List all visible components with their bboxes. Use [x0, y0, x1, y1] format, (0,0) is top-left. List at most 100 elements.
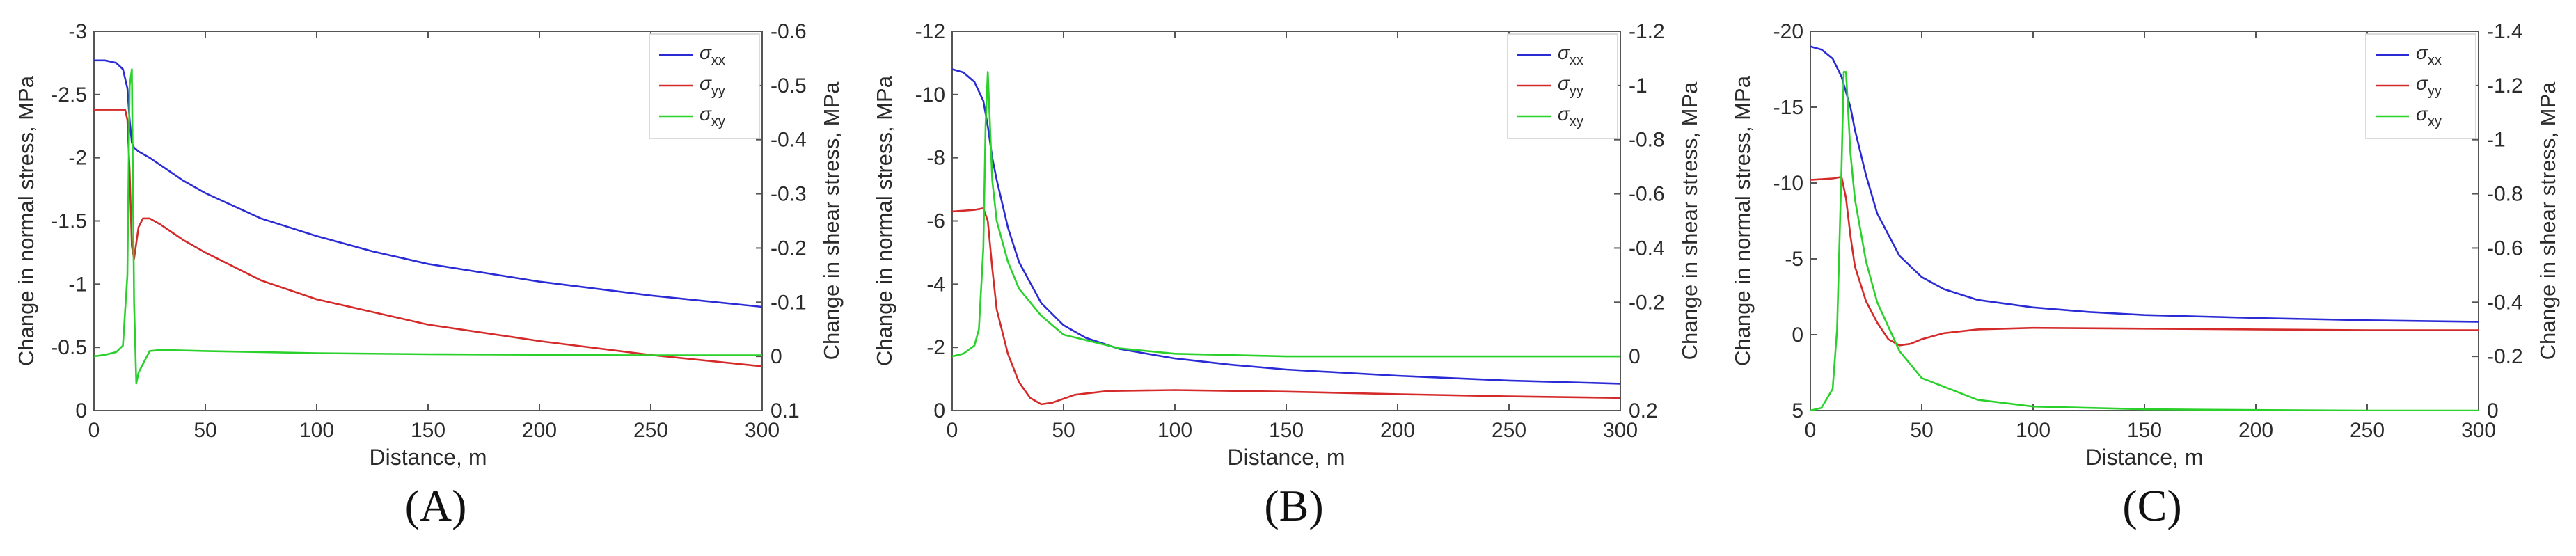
panel-label: (A) [404, 481, 467, 530]
x-tick-label: 50 [193, 419, 216, 442]
y-right-tick-label: -0.2 [771, 237, 807, 260]
x-tick-label: 50 [1910, 419, 1933, 442]
series-line [952, 68, 1620, 385]
y-right-tick-label: -0.4 [2487, 291, 2523, 314]
y-right-tick-label: -0.4 [1629, 237, 1665, 260]
x-tick-label: 0 [88, 419, 100, 442]
y-right-axis-label: Change in shear stress, MPa [1677, 81, 1702, 360]
legend-entry: σyy [2416, 72, 2442, 99]
chart-a: 0 50 100 150 200 250 300 -3 -2.5 -2 -1.5 -1 -0.5 0 -0.… [14, 20, 844, 470]
x-tick-label: 300 [2461, 419, 2496, 442]
y-left-tick-label: -6 [926, 210, 945, 233]
y-left-tick-label: -2.5 [51, 84, 87, 106]
legend-entry: σyy [700, 72, 725, 99]
y-right-tick-label: -0.6 [771, 20, 807, 43]
legend-entry: σxx [1558, 42, 1583, 68]
series-line [1810, 71, 2479, 411]
series-line [952, 71, 1620, 358]
y-left-tick-label: 0 [933, 399, 945, 422]
y-right-tick-label: -0.6 [2487, 237, 2523, 260]
y-left-tick-label: -5 [1785, 248, 1803, 271]
y-right-tick-label: -0.8 [1629, 129, 1665, 152]
legend: σxx σyy σxy [1507, 33, 1618, 139]
legend-entry: σxx [2416, 42, 2442, 68]
y-left-tick-label: 5 [1792, 399, 1803, 422]
y-right-tick-label: -1.2 [1629, 20, 1665, 43]
x-tick-label: 100 [2016, 419, 2050, 442]
legend-box [649, 33, 760, 139]
panel-b: 0 50 100 150 200 250 300 -12 -10 -8 -6 -4 -2 0 -1.2 -1 -… [858, 0, 1716, 556]
y-right-tick-label: -1 [1629, 74, 1647, 97]
legend: σxx σyy σxy [2365, 33, 2476, 139]
y-left-tick-label: -2 [926, 336, 945, 359]
x-tick-label: 100 [299, 419, 334, 442]
y-right-tick-label: -0.3 [771, 183, 807, 206]
y-left-tick-label: 0 [75, 399, 87, 422]
y-right-tick-label: 0 [2487, 399, 2499, 422]
y-right-tick-label: -0.2 [1629, 291, 1665, 314]
x-tick-label: 0 [947, 419, 958, 442]
series-line [952, 207, 1620, 406]
legend: σxx σyy σxy [649, 33, 760, 139]
y-left-tick-label: -10 [1773, 172, 1803, 195]
y-left-axis-label: Change in normal stress, MPa [1730, 75, 1755, 366]
x-tick-label: 250 [1492, 419, 1526, 442]
series-line [94, 68, 762, 385]
x-tick-label: 250 [2350, 419, 2385, 442]
y-left-tick-label: -20 [1773, 20, 1803, 43]
y-left-tick-label: -1.5 [51, 210, 87, 233]
panel-a: 0 50 100 150 200 250 300 -3 -2.5 -2 -1.5 -1 -0.5 0 -0.… [0, 0, 858, 556]
legend-entry: σxy [2416, 103, 2442, 129]
y-right-tick-label: -1.4 [2487, 20, 2523, 43]
legend-entry: σxy [700, 103, 725, 129]
series-line [1810, 45, 2479, 323]
x-tick-label: 200 [2238, 419, 2273, 442]
legend-entry: σxx [700, 42, 725, 68]
y-right-tick-label: -0.4 [771, 129, 807, 152]
x-tick-label: 300 [745, 419, 780, 442]
y-left-tick-label: -15 [1773, 96, 1803, 119]
y-right-tick-label: -0.5 [771, 74, 807, 97]
x-tick-label: 150 [411, 419, 445, 442]
legend-entry: σxy [1558, 103, 1583, 129]
y-right-tick-label: -0.6 [1629, 183, 1665, 206]
y-left-axis-label: Change in normal stress, MPa [872, 75, 896, 366]
y-left-tick-label: -10 [915, 84, 945, 106]
y-left-tick-label: -4 [926, 273, 945, 296]
y-right-tick-label: 0.2 [1629, 399, 1658, 422]
y-right-tick-label: -1.2 [2487, 74, 2523, 97]
panel-label: (C) [2122, 481, 2182, 530]
x-tick-label: 250 [633, 419, 668, 442]
y-right-tick-label: 0 [1629, 345, 1641, 368]
x-tick-label: 150 [2127, 419, 2162, 442]
x-tick-label: 0 [1805, 419, 1817, 442]
y-left-tick-label: -8 [926, 147, 945, 170]
x-tick-label: 200 [522, 419, 557, 442]
y-left-tick-label: -1 [68, 273, 87, 296]
y-right-tick-label: 0.1 [771, 399, 800, 422]
x-tick-label: 150 [1269, 419, 1304, 442]
y-right-tick-label: -0.1 [771, 291, 807, 314]
series-line [94, 59, 762, 308]
y-left-axis-label: Change in normal stress, MPa [14, 75, 38, 366]
y-right-tick-label: -0.2 [2487, 345, 2523, 368]
x-tick-label: 50 [1052, 419, 1075, 442]
y-left-tick-label: -12 [915, 20, 945, 43]
y-right-tick-label: -0.8 [2487, 183, 2523, 206]
series-line [1810, 176, 2479, 347]
chart-c: 0 50 100 150 200 250 300-20-15-10-505-1.4-1.2-… [1730, 20, 2560, 470]
x-tick-label: 200 [1380, 419, 1415, 442]
panel-c: 0 50 100 150 200 250 300 -20 -15 -10 -5 0 5 -1.4 -1.2-… [1716, 0, 2575, 556]
x-tick-label: 300 [1603, 419, 1638, 442]
x-tick-label: 100 [1157, 419, 1192, 442]
y-right-tick-label: 0 [771, 345, 782, 368]
x-axis-label: Distance, m [370, 445, 487, 470]
series-line [94, 109, 762, 367]
y-left-tick-label: 0 [1792, 324, 1803, 347]
y-right-axis-label: Change in shear stress, MPa [2536, 81, 2560, 360]
x-axis-label: Distance, m [2086, 445, 2204, 470]
y-right-tick-label: -1 [2487, 129, 2506, 152]
chart-b: 0 50 100 150 200 250 300 -12 -10 -8 -6 -4 -2 0 -1.2 -1 -… [872, 20, 1702, 470]
y-left-tick-label: -0.5 [51, 336, 87, 359]
